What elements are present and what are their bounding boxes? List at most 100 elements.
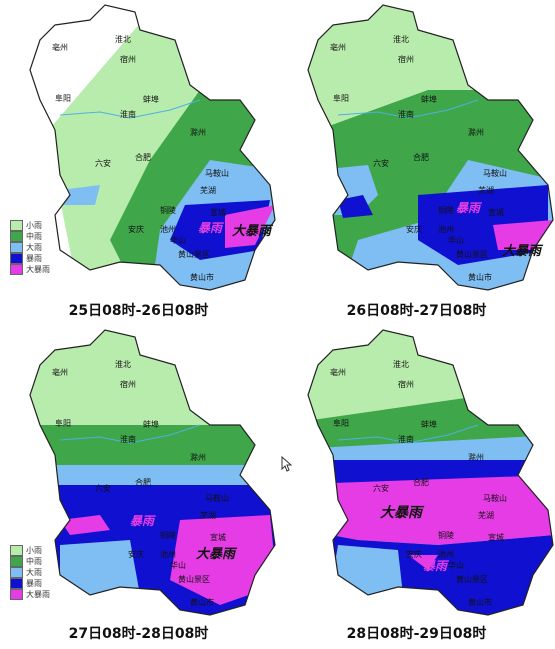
overlay-storm-4: 暴雨 xyxy=(423,559,450,573)
svg-text:马鞍山: 马鞍山 xyxy=(205,168,229,178)
overlay-heavy-storm-4: 大暴雨 xyxy=(380,504,425,521)
legend-swatch xyxy=(10,264,23,275)
legend-swatch xyxy=(10,556,23,567)
legend-swatch xyxy=(10,242,23,253)
rainfall-map-3: 亳州 淮北 宿州 蚌埠 阜阳 淮南 滁州 六安 合肥 马鞍山 芜湖 铜陵 宣城 … xyxy=(29,329,276,616)
city-labels-3: 亳州 淮北 宿州 蚌埠 阜阳 淮南 滁州 六安 合肥 马鞍山 芜湖 铜陵 宣城 … xyxy=(52,359,229,607)
svg-text:亳州: 亳州 xyxy=(330,42,346,52)
svg-text:滁州: 滁州 xyxy=(190,452,206,462)
svg-text:安庆: 安庆 xyxy=(406,549,422,559)
svg-text:蚌埠: 蚌埠 xyxy=(421,419,437,429)
panel-caption-2: 26日08时-27日08时 xyxy=(346,303,487,319)
legend-item: 小雨 xyxy=(10,220,50,231)
legend-item: 小雨 xyxy=(10,545,50,556)
svg-text:合肥: 合肥 xyxy=(135,152,151,162)
city-labels-1: 亳州 淮北 宿州 蚌埠 阜阳 淮南 滁州 六安 合肥 马鞍山 芜湖 铜陵 宣城 … xyxy=(52,34,229,282)
svg-text:黄山市: 黄山市 xyxy=(468,597,492,607)
svg-text:黄山市: 黄山市 xyxy=(190,597,214,607)
svg-text:宣城: 宣城 xyxy=(210,207,226,217)
overlay-storm-2: 暴雨 xyxy=(456,201,483,215)
panel-caption-1: 25日08时-26日08时 xyxy=(68,303,209,319)
legend-item: 中雨 xyxy=(10,556,50,567)
svg-text:芜湖: 芜湖 xyxy=(478,185,494,195)
legend-item: 大暴雨 xyxy=(10,264,50,275)
svg-text:宣城: 宣城 xyxy=(210,532,226,542)
svg-text:安庆: 安庆 xyxy=(128,224,144,234)
overlay-heavy-storm-2: 大暴雨 xyxy=(502,243,544,259)
svg-text:芜湖: 芜湖 xyxy=(200,510,216,520)
svg-text:阜阳: 阜阳 xyxy=(55,93,71,103)
svg-text:淮南: 淮南 xyxy=(398,434,414,444)
svg-text:铜陵: 铜陵 xyxy=(438,205,454,215)
rainfall-map-1: 亳州 淮北 宿州 蚌埠 阜阳 淮南 滁州 六安 合肥 马鞍山 芜湖 铜陵 宣城 … xyxy=(29,4,276,291)
svg-text:黄山景区: 黄山景区 xyxy=(456,249,488,259)
svg-text:六安: 六安 xyxy=(373,483,389,493)
svg-text:亳州: 亳州 xyxy=(52,42,68,52)
svg-text:阜阳: 阜阳 xyxy=(55,418,71,428)
legend-swatch xyxy=(10,220,23,231)
svg-text:合肥: 合肥 xyxy=(413,152,429,162)
svg-text:黄山景区: 黄山景区 xyxy=(456,574,488,584)
svg-text:宣城: 宣城 xyxy=(488,532,504,542)
svg-text:宿州: 宿州 xyxy=(120,379,136,389)
svg-text:蚌埠: 蚌埠 xyxy=(143,419,159,429)
svg-text:合肥: 合肥 xyxy=(135,477,151,487)
overlay-storm-1: 暴雨 xyxy=(198,221,225,235)
rainfall-map-2: 亳州 淮北 宿州 蚌埠 阜阳 淮南 滁州 六安 合肥 马鞍山 芜湖 铜陵 宣城 … xyxy=(307,4,554,291)
svg-text:安庆: 安庆 xyxy=(128,549,144,559)
svg-text:亳州: 亳州 xyxy=(330,367,346,377)
svg-text:芜湖: 芜湖 xyxy=(478,510,494,520)
legend-item: 大雨 xyxy=(10,242,50,253)
svg-text:马鞍山: 马鞍山 xyxy=(483,493,507,503)
svg-text:池州: 池州 xyxy=(438,549,454,559)
svg-text:蚌埠: 蚌埠 xyxy=(421,94,437,104)
svg-text:池州: 池州 xyxy=(160,549,176,559)
svg-text:铜陵: 铜陵 xyxy=(160,205,176,215)
rainfall-map-4: 亳州 淮北 宿州 蚌埠 阜阳 淮南 滁州 六安 合肥 马鞍山 芜湖 铜陵 宣城 … xyxy=(307,329,554,616)
svg-text:华山: 华山 xyxy=(448,560,464,570)
svg-text:池州: 池州 xyxy=(438,224,454,234)
svg-text:池州: 池州 xyxy=(160,224,176,234)
svg-text:黄山景区: 黄山景区 xyxy=(178,249,210,259)
city-labels-4: 亳州 淮北 宿州 蚌埠 阜阳 淮南 滁州 六安 合肥 马鞍山 芜湖 铜陵 宣城 … xyxy=(330,359,507,607)
overlay-heavy-storm-1: 大暴雨 xyxy=(232,223,274,239)
svg-text:六安: 六安 xyxy=(373,158,389,168)
svg-text:合肥: 合肥 xyxy=(413,477,429,487)
legend-item: 暴雨 xyxy=(10,253,50,264)
svg-text:铜陵: 铜陵 xyxy=(160,530,176,540)
legend-1: 小雨 中雨 大雨 暴雨 大暴雨 xyxy=(10,220,50,275)
svg-text:马鞍山: 马鞍山 xyxy=(205,493,229,503)
svg-text:淮北: 淮北 xyxy=(393,359,409,369)
svg-text:宣城: 宣城 xyxy=(488,207,504,217)
legend-item: 中雨 xyxy=(10,231,50,242)
svg-text:黄山景区: 黄山景区 xyxy=(178,574,210,584)
svg-text:滁州: 滁州 xyxy=(468,127,484,137)
svg-text:铜陵: 铜陵 xyxy=(438,530,454,540)
svg-text:马鞍山: 马鞍山 xyxy=(483,168,507,178)
legend-3: 小雨 中雨 大雨 暴雨 大暴雨 xyxy=(10,545,50,600)
legend-swatch xyxy=(10,567,23,578)
overlay-storm-3: 暴雨 xyxy=(130,514,157,528)
svg-text:阜阳: 阜阳 xyxy=(333,93,349,103)
svg-text:华山: 华山 xyxy=(170,560,186,570)
city-labels-2: 亳州 淮北 宿州 蚌埠 阜阳 淮南 滁州 六安 合肥 马鞍山 芜湖 铜陵 宣城 … xyxy=(330,34,507,282)
legend-item: 大暴雨 xyxy=(10,589,50,600)
svg-text:黄山市: 黄山市 xyxy=(190,272,214,282)
svg-text:宿州: 宿州 xyxy=(120,54,136,64)
svg-text:滁州: 滁州 xyxy=(190,127,206,137)
legend-swatch xyxy=(10,545,23,556)
mouse-pointer-icon xyxy=(281,456,293,472)
map-panel-3: 亳州 淮北 宿州 蚌埠 阜阳 淮南 滁州 六安 合肥 马鞍山 芜湖 铜陵 宣城 … xyxy=(0,325,277,649)
svg-text:淮南: 淮南 xyxy=(120,434,136,444)
svg-text:亳州: 亳州 xyxy=(52,367,68,377)
svg-text:宿州: 宿州 xyxy=(398,379,414,389)
svg-text:阜阳: 阜阳 xyxy=(333,418,349,428)
svg-text:安庆: 安庆 xyxy=(406,224,422,234)
svg-text:黄山市: 黄山市 xyxy=(468,272,492,282)
svg-text:淮北: 淮北 xyxy=(115,34,131,44)
svg-text:芜湖: 芜湖 xyxy=(200,185,216,195)
svg-text:华山: 华山 xyxy=(448,235,464,245)
svg-text:淮北: 淮北 xyxy=(115,359,131,369)
svg-text:淮北: 淮北 xyxy=(393,34,409,44)
overlay-heavy-storm-3: 大暴雨 xyxy=(196,546,238,562)
